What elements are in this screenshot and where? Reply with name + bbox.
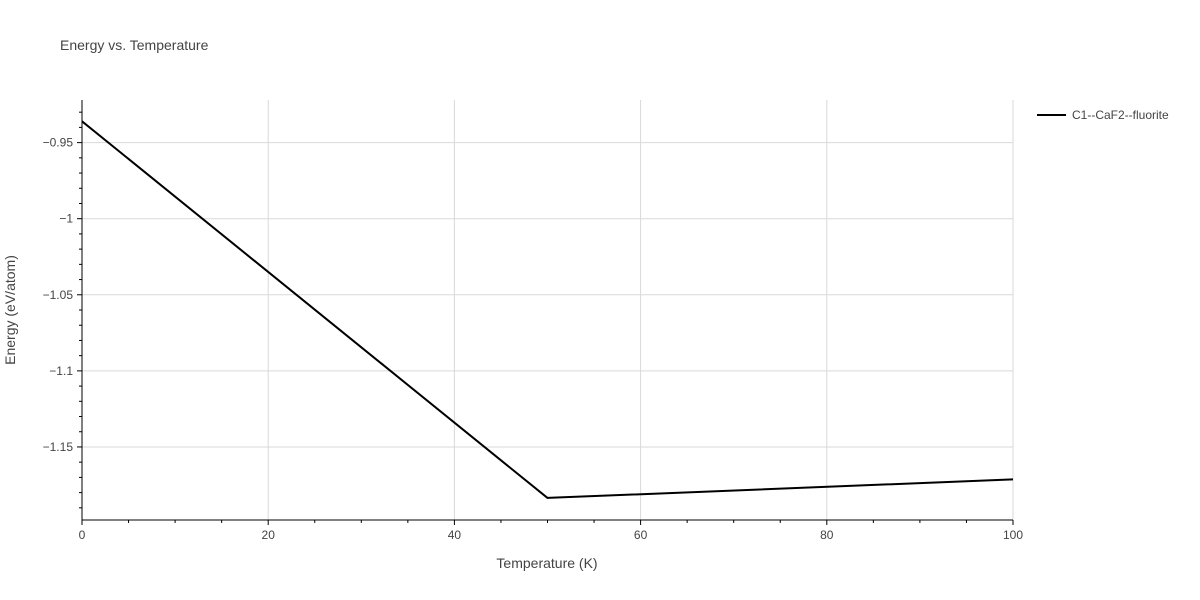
y-tick-label: −1.15	[43, 440, 74, 454]
legend-label[interactable]: C1--CaF2--fluorite	[1072, 108, 1169, 122]
series-layer	[81, 120, 1014, 499]
chart-title: Energy vs. Temperature	[60, 37, 209, 53]
x-tick-label: 40	[448, 528, 462, 542]
y-tick-label: −1	[59, 212, 73, 226]
ticks-layer: 0 20 40 60 80 100 −0.95 −1 −1.05 −1.1 −1.15	[43, 111, 1023, 542]
axes-layer	[81, 100, 1013, 521]
legend[interactable]: C1--CaF2--fluorite	[1037, 108, 1169, 122]
x-tick-label: 100	[1003, 528, 1023, 542]
y-tick-label: −0.95	[43, 136, 74, 150]
y-axis-title: Energy (eV/atom)	[2, 255, 18, 365]
x-tick-label: 0	[79, 528, 86, 542]
x-axis-title: Temperature (K)	[496, 555, 597, 571]
series-line	[81, 120, 1014, 499]
y-tick-label: −1.05	[43, 288, 74, 302]
y-tick-label: −1.1	[49, 364, 73, 378]
x-tick-label: 60	[634, 528, 648, 542]
grid-layer	[82, 100, 1014, 520]
x-tick-label: 20	[262, 528, 276, 542]
x-tick-label: 80	[820, 528, 834, 542]
